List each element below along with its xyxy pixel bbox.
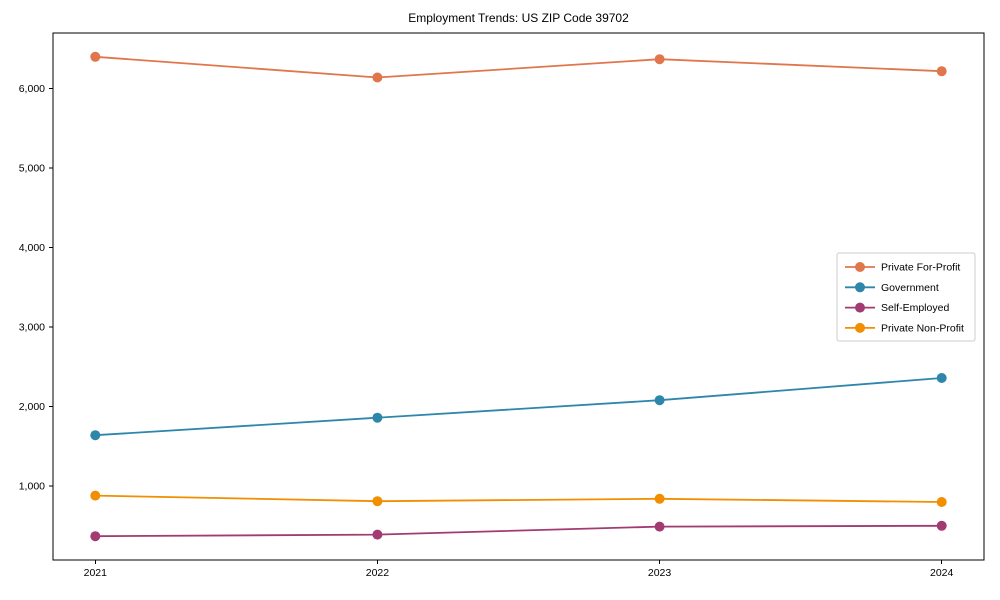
series-marker-private-non-profit xyxy=(372,496,383,507)
y-axis-tick-label: 2,000 xyxy=(19,401,45,413)
plot-border xyxy=(52,32,985,561)
series-marker-government xyxy=(936,373,947,383)
series-line-self-employed xyxy=(95,524,942,538)
series-marker-private-non-profit xyxy=(654,493,665,504)
series-marker-self-employed xyxy=(372,529,383,540)
series-marker-private-non-profit xyxy=(90,490,101,501)
legend-marker xyxy=(855,282,865,293)
legend-item-self-employed: Self-Employed xyxy=(845,302,949,314)
series-marker-private-for-profit xyxy=(654,54,665,65)
y-axis-tick-label: 4,000 xyxy=(19,242,45,254)
series-marker-self-employed xyxy=(90,531,101,542)
legend-marker xyxy=(855,262,865,272)
y-axis-tick-label: 6,000 xyxy=(19,83,45,95)
series-marker-private-for-profit xyxy=(90,51,101,62)
legend-label: Private Non-Profit xyxy=(881,322,964,334)
legend-marker xyxy=(855,302,865,313)
series-line-government xyxy=(95,377,942,437)
series-marker-private-non-profit xyxy=(936,497,947,507)
x-axis-tick-label: 2021 xyxy=(84,567,108,579)
legend-label: Self-Employed xyxy=(881,302,949,314)
x-axis-tick-label: 2022 xyxy=(366,567,390,579)
legend-label: Government xyxy=(881,282,939,294)
series-marker-government xyxy=(372,412,383,423)
series-marker-self-employed xyxy=(936,520,947,531)
legend-item-private-for-profit: Private For-Profit xyxy=(845,262,960,274)
x-axis-tick-label: 2023 xyxy=(648,567,672,579)
series-marker-government xyxy=(90,430,101,441)
series-marker-private-for-profit xyxy=(936,66,947,77)
series-marker-private-for-profit xyxy=(372,72,383,83)
legend-box xyxy=(836,252,976,342)
series-line-private-for-profit xyxy=(95,55,942,79)
series-marker-government xyxy=(654,395,665,406)
series-marker-self-employed xyxy=(654,521,665,532)
series-line-private-non-profit xyxy=(95,494,942,503)
chart-title: Employment Trends: US ZIP Code 39702 xyxy=(408,11,629,25)
x-axis-tick-label: 2024 xyxy=(930,567,954,579)
legend-item-government: Government xyxy=(845,282,939,294)
legend-item-private-non-profit: Private Non-Profit xyxy=(845,322,964,334)
y-axis-tick-label: 1,000 xyxy=(19,481,45,493)
y-axis-tick-label: 3,000 xyxy=(19,322,45,334)
legend-marker xyxy=(855,322,865,333)
y-axis-tick-label: 5,000 xyxy=(19,163,45,175)
legend-label: Private For-Profit xyxy=(881,262,960,274)
